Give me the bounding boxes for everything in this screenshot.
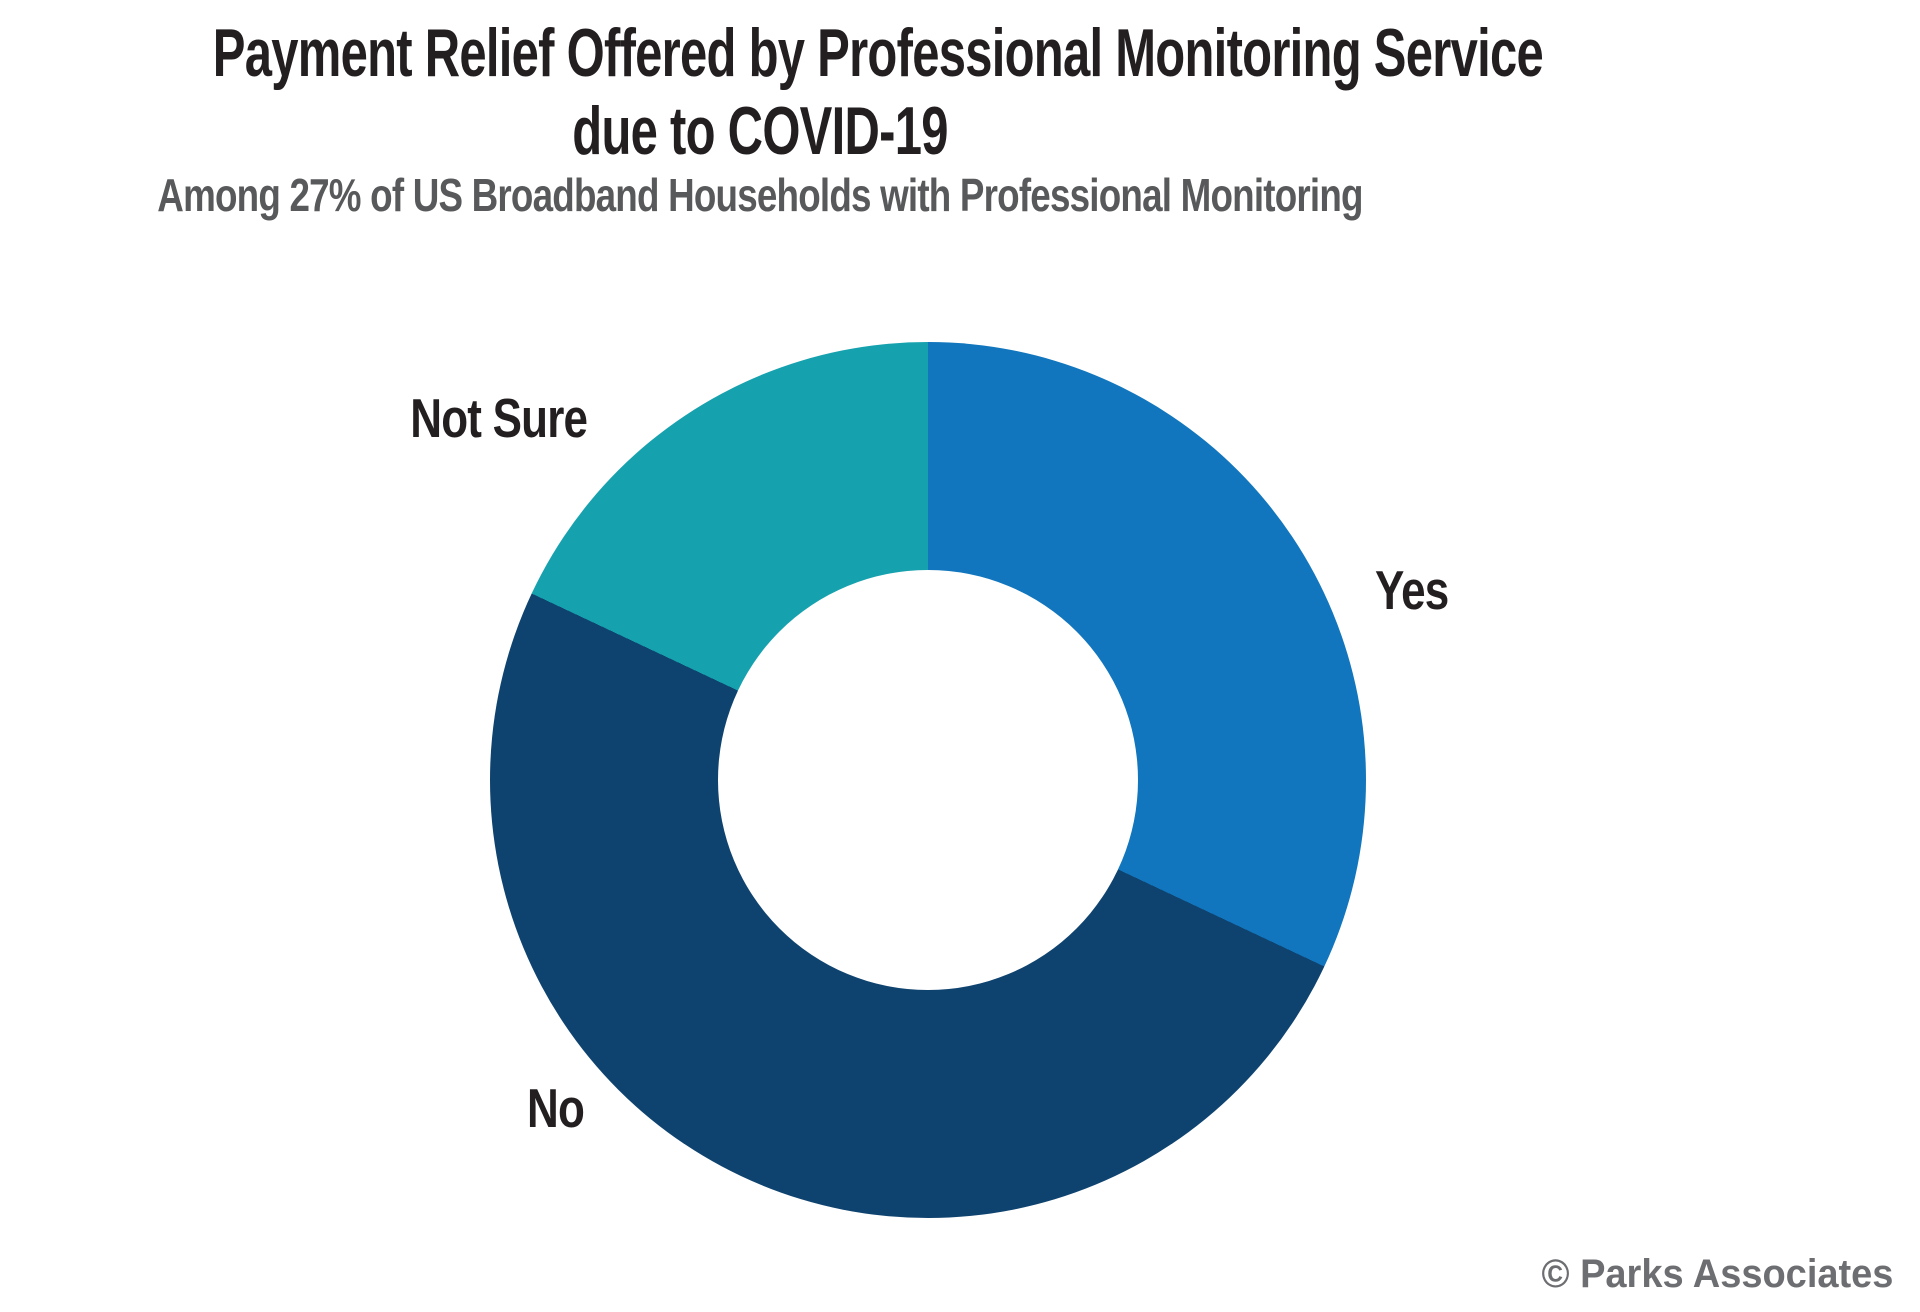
- chart-subtitle: Among 27% of US Broadband Households wit…: [157, 169, 1363, 221]
- donut-hole: [718, 570, 1138, 990]
- page-title-line2: due to COVID-19: [572, 93, 948, 169]
- copyright-text: © Parks Associates: [1541, 1252, 1893, 1296]
- page-title-line1: Payment Relief Offered by Professional M…: [212, 15, 1544, 91]
- page-title: Payment Relief Offered by Professional M…: [212, 14, 1544, 170]
- donut-chart: [490, 342, 1366, 1218]
- slice-label-no: No: [527, 1077, 585, 1139]
- slice-label-not-sure: Not Sure: [410, 387, 588, 449]
- slice-label-yes: Yes: [1375, 559, 1449, 621]
